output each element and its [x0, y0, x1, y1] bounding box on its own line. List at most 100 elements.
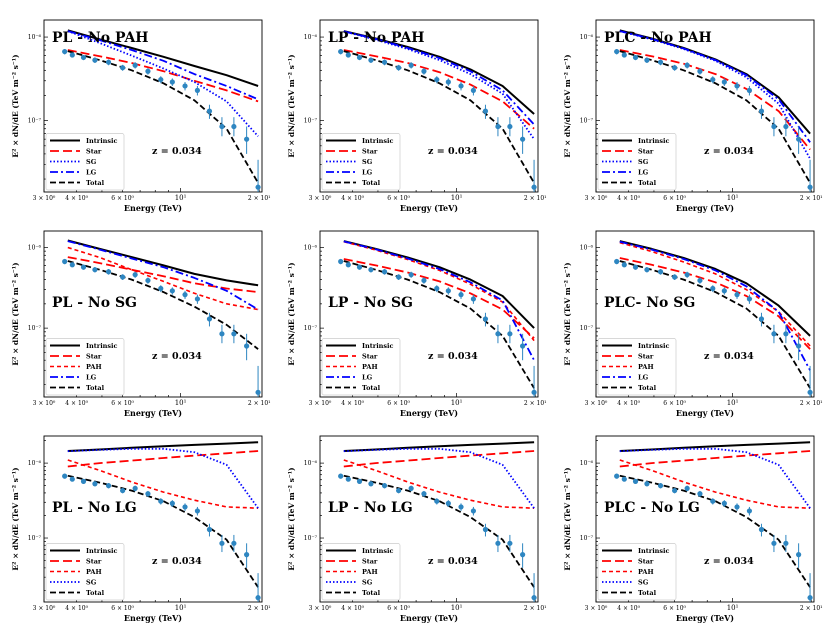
legend: Intrinsic Star SG LG Total: [45, 133, 125, 191]
legend-label: LG: [638, 373, 649, 381]
x-tick-label: 2 × 10¹: [248, 400, 271, 407]
data-point: [381, 269, 388, 275]
x-axis-label: Energy (TeV): [400, 408, 458, 418]
legend: Intrinsic Star PAH SG Total: [321, 543, 401, 601]
data-point: [520, 136, 526, 142]
data-point: [746, 508, 753, 514]
data-point: [408, 485, 414, 491]
axes-frame: [43, 19, 263, 193]
y-tick-label: 10⁻⁷: [304, 325, 318, 332]
data-point: [244, 343, 250, 349]
x-tick-label: 2 × 10¹: [524, 400, 547, 407]
legend: Intrinsic Star SG LG Total: [321, 133, 401, 191]
plot-area: [614, 29, 813, 192]
data-point: [132, 272, 138, 278]
data-point: [408, 62, 414, 68]
redshift-label: z = 0.034: [704, 351, 754, 362]
legend-label: Star: [86, 352, 102, 360]
panel-7: 10⁻⁶ 10⁻⁷ 3 × 10⁰ 4 × 10⁰ 6 × 10⁰ 10¹ 2 × 10¹ E…: [11, 435, 271, 623]
x-tick-label: 10¹: [727, 194, 739, 202]
data-point: [507, 540, 513, 546]
legend-label: Star: [362, 352, 378, 360]
data-point: [495, 123, 501, 130]
data-point: [758, 526, 765, 533]
series-line-total: [619, 50, 811, 184]
y-tick-label: 10⁻⁷: [580, 118, 594, 125]
series-line-star: [67, 49, 259, 103]
plot-area: [338, 240, 537, 397]
data-point: [507, 331, 513, 337]
series-line-star: [67, 256, 259, 293]
data-point: [470, 296, 477, 302]
data-point: [458, 292, 464, 298]
data-point: [434, 498, 440, 504]
data-point: [482, 316, 489, 322]
legend-label: Total: [638, 589, 657, 597]
panel-title: LP - No SG: [328, 295, 413, 311]
data-point: [746, 296, 753, 302]
legend-label: SG: [86, 158, 97, 166]
x-axis-label: Energy (TeV): [676, 613, 734, 623]
legend-label: Total: [362, 384, 381, 392]
data-point: [255, 389, 261, 395]
data-point: [507, 123, 513, 130]
data-point: [445, 288, 451, 294]
redshift-label: z = 0.034: [428, 146, 478, 157]
data-point: [710, 285, 716, 292]
plot-area: [62, 239, 261, 397]
axes-frame: [43, 230, 263, 398]
legend-label: LG: [638, 168, 649, 176]
y-tick-label: 10⁻⁷: [28, 118, 42, 125]
data-point: [244, 552, 250, 558]
data-point: [255, 184, 261, 190]
legend-box: [45, 133, 125, 191]
panel-title: LP - No PAH: [328, 30, 425, 46]
data-point: [482, 526, 489, 533]
x-tick-label: 3 × 10⁰: [585, 605, 608, 612]
data-point: [69, 52, 75, 58]
legend-label: Intrinsic: [362, 342, 394, 350]
legend-label: Star: [638, 557, 654, 565]
data-point: [120, 487, 126, 494]
data-point: [255, 595, 261, 601]
legend-label: Total: [638, 384, 657, 392]
data-point: [206, 316, 213, 322]
series-line-star: [343, 49, 535, 130]
legend-label: PAH: [638, 363, 654, 371]
data-point: [231, 540, 237, 546]
series-line-intrinsic: [343, 240, 535, 329]
y-axis-label: E² × dN/dE (TeV m⁻² s⁻¹): [287, 54, 296, 157]
series-line-star: [67, 450, 259, 468]
data-point: [520, 552, 526, 558]
data-point: [721, 79, 727, 85]
legend-label: Intrinsic: [362, 547, 394, 555]
series-line-pah: [619, 241, 811, 347]
data-point: [771, 123, 777, 130]
x-tick-label: 4 × 10⁰: [617, 605, 640, 612]
data-point: [120, 274, 126, 280]
legend-box: [597, 133, 677, 191]
data-point: [734, 292, 740, 298]
legend-label: Intrinsic: [638, 342, 670, 350]
legend-label: Intrinsic: [638, 137, 670, 145]
x-tick-label: 6 × 10⁰: [663, 195, 686, 202]
data-point: [182, 292, 188, 298]
data-point: [381, 59, 388, 65]
x-axis-label: Energy (TeV): [400, 613, 458, 623]
data-point: [105, 269, 112, 275]
data-point: [434, 76, 440, 83]
data-point: [796, 136, 802, 142]
panel-5: 10⁻⁶ 10⁻⁷ 3 × 10⁰ 4 × 10⁰ 6 × 10⁰ 10¹ 2 × 10¹ E…: [287, 230, 547, 418]
x-tick-label: 10¹: [727, 399, 739, 407]
legend: Intrinsic Star SG LG Total: [597, 133, 677, 191]
data-point: [231, 331, 237, 337]
data-point: [657, 269, 664, 275]
data-point: [434, 285, 440, 292]
y-tick-label: 10⁻⁷: [580, 325, 594, 332]
data-point: [80, 54, 87, 61]
data-point: [368, 267, 374, 273]
y-tick-label: 10⁻⁶: [580, 460, 594, 467]
data-point: [458, 504, 464, 510]
panel-title: PL - No LG: [52, 500, 137, 516]
legend-box: [597, 338, 677, 396]
